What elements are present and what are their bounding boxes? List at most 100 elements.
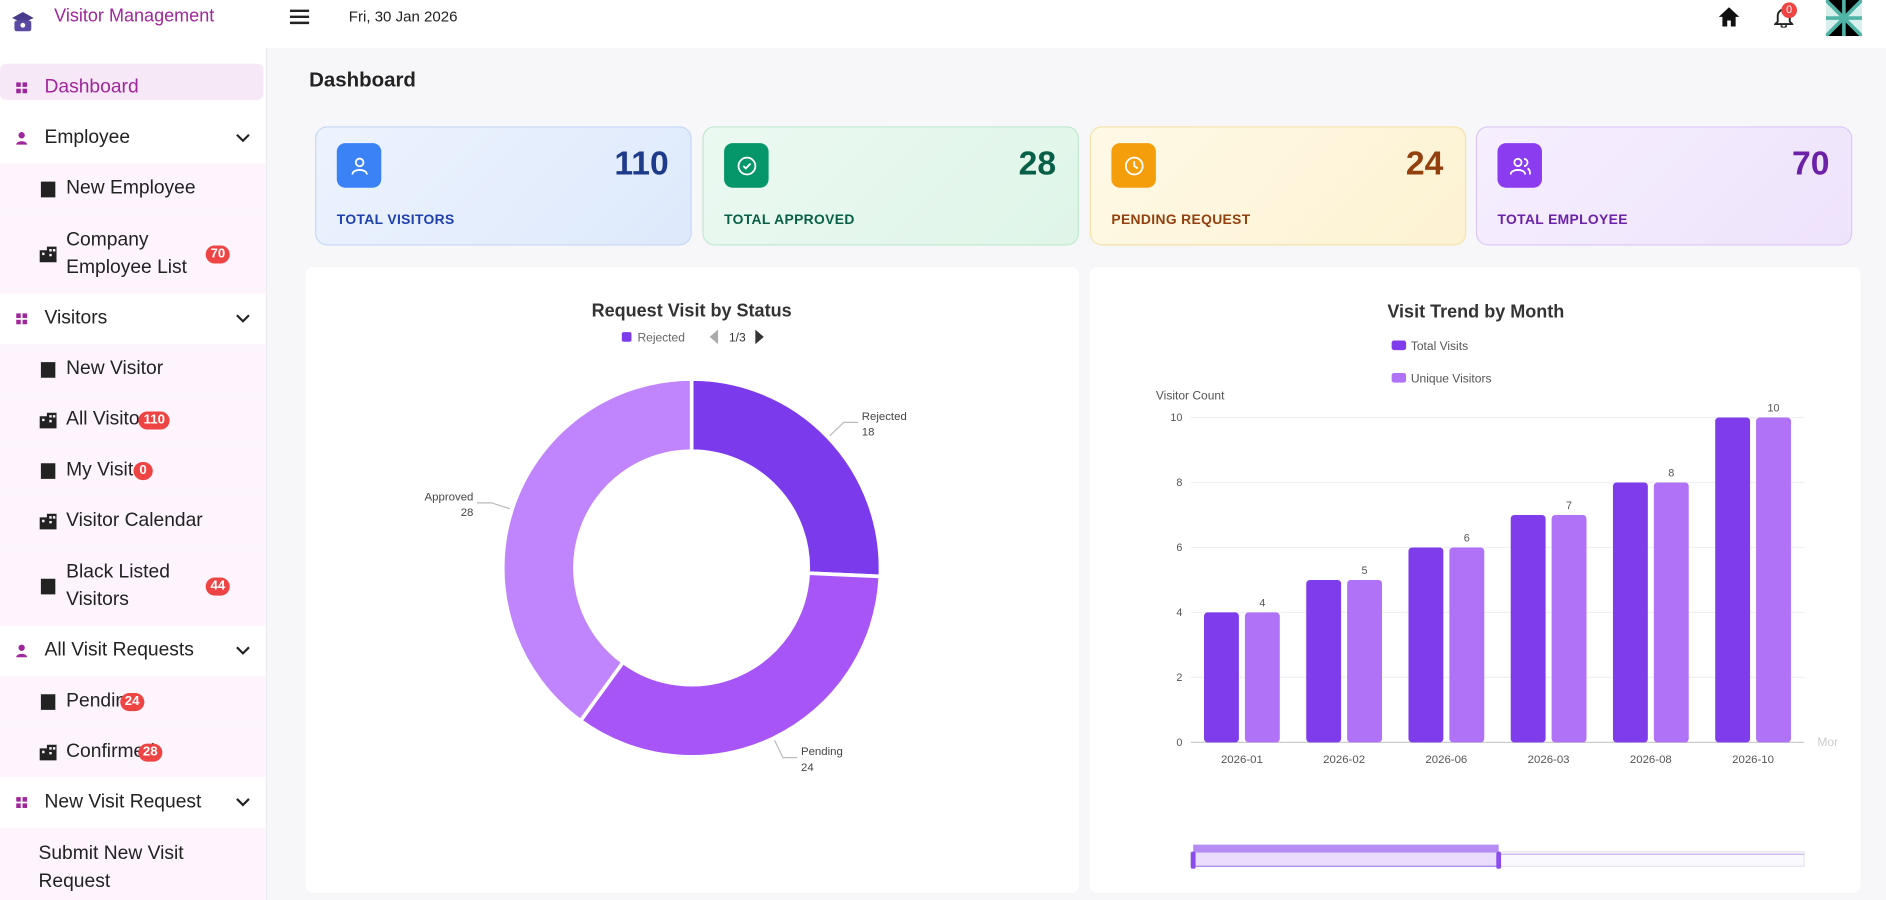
menu-item[interactable]: Dashboard [0, 63, 266, 114]
menu-icon [39, 513, 57, 530]
menu-item[interactable]: Visitors [0, 294, 266, 345]
menu-item[interactable]: Employee [0, 113, 266, 164]
bar [1653, 482, 1689, 743]
submenu-item[interactable]: Confirmed 28 [0, 726, 266, 778]
leader-line [774, 740, 798, 759]
legend-swatch [1391, 340, 1407, 351]
card-icon [336, 143, 382, 188]
submenu-item[interactable]: Pending 24 [0, 676, 266, 727]
menu-label: All Visit Requests [44, 640, 194, 661]
x-tick-label: 2026-10 [1732, 754, 1774, 766]
bar [1306, 579, 1342, 743]
count-badge: 44 [205, 576, 231, 595]
submenu-label: My Visitor [66, 459, 151, 481]
chevron[interactable] [236, 646, 250, 656]
chevron[interactable] [236, 798, 250, 808]
menu-label: New Visit Request [44, 792, 202, 813]
legend-label: Rejected [637, 331, 684, 345]
y-tick-label: 0 [1176, 737, 1182, 749]
menu-label: Visitors [44, 308, 108, 329]
bar [1204, 612, 1239, 743]
slice-value: 24 [801, 762, 814, 774]
data-label: 6 [1464, 532, 1470, 544]
stat-card: 70 TOTAL EMPLOYEE [1475, 126, 1853, 246]
submenu-label: Confirmed [66, 741, 155, 762]
clip-group: Month [1817, 735, 1837, 749]
submenu-item[interactable]: New Employee [0, 163, 266, 215]
count-badge: 28 [138, 742, 163, 762]
submenu-label: Pending [66, 690, 137, 712]
legend-label: Unique Visitors [1411, 372, 1492, 386]
menu-toggle[interactable] [289, 8, 310, 25]
brand: Visitor Management [54, 6, 215, 27]
submenu-label: New Visitor [66, 358, 164, 380]
donut-slice [578, 571, 883, 759]
data-label: 5 [1362, 565, 1368, 577]
leader-line [476, 502, 510, 510]
submenu-label: All Visitors [66, 409, 156, 430]
y-tick-label: 6 [1176, 542, 1182, 554]
avatar[interactable] [1825, 0, 1862, 37]
menu-label: Employee [44, 127, 131, 149]
chevron[interactable] [236, 133, 250, 144]
card-label: TOTAL APPROVED [724, 212, 855, 228]
card-glyph [737, 156, 756, 175]
submenu-item[interactable]: New Visitor [0, 344, 266, 395]
notification-badge: 0 [1781, 2, 1797, 19]
y-tick-label: 8 [1176, 477, 1182, 489]
submenu-label: Submit New Visit Request [38, 842, 184, 892]
submenu-item[interactable]: Company Employee List 70 [0, 214, 266, 294]
count-badge: 24 [119, 692, 145, 711]
stat-card: 110 TOTAL VISITORS [315, 126, 692, 246]
menu-icon [40, 578, 56, 595]
submenu-label: Visitor Calendar [66, 510, 203, 531]
count-badge: 0 [133, 461, 153, 480]
y-tick-label: 10 [1170, 412, 1182, 424]
count-badge: 110 [138, 410, 170, 429]
header: Visitor Management Fri, 30 Jan 2026 0 [0, 0, 1886, 49]
legend-prev[interactable] [709, 329, 719, 345]
bar [1551, 514, 1587, 743]
menu-icon [39, 744, 57, 761]
stat-card: 24 PENDING REQUEST [1089, 126, 1467, 246]
slice-label: Approved [425, 491, 474, 503]
card-icon [1111, 143, 1156, 188]
bar [1715, 417, 1751, 743]
bar [1244, 612, 1280, 743]
submenu-item[interactable]: My Visitor 0 [0, 445, 266, 496]
card-glyph [1124, 156, 1143, 175]
submenu-item[interactable]: Visitor Calendar [0, 495, 266, 547]
menu-icon [40, 181, 56, 198]
count-badge: 70 [205, 244, 231, 263]
bar [1408, 547, 1444, 743]
x-tick-label: 2026-08 [1630, 754, 1672, 766]
submenu-item[interactable]: Submit New Visit Request [0, 827, 266, 900]
home-icon[interactable] [1718, 6, 1741, 28]
submenu-item[interactable]: Black Listed Visitors 44 [0, 546, 266, 626]
slice-value: 18 [862, 427, 875, 439]
legend-page: 1/3 [729, 331, 746, 345]
data-label: 8 [1668, 467, 1674, 479]
card-value: 70 [1791, 144, 1830, 182]
panel [305, 267, 1079, 893]
menu-icon [40, 463, 56, 479]
leader-line [829, 421, 859, 437]
x-tick-label: 2026-02 [1323, 754, 1365, 766]
chevron[interactable] [236, 314, 250, 324]
bar [1612, 482, 1648, 743]
submenu-item[interactable]: All Visitors 110 [0, 394, 266, 446]
menu-item[interactable]: All Visit Requests [0, 626, 266, 677]
x-tick-label: 2026-01 [1221, 754, 1263, 766]
chart-title: Visit Trend by Month [1387, 302, 1564, 322]
zoom-slider[interactable] [1190, 844, 1805, 869]
slice-label: Pending [801, 746, 843, 758]
donut-slice [689, 377, 883, 579]
card-value: 28 [1018, 144, 1057, 182]
menu-item[interactable]: New Visit Request [0, 777, 266, 828]
menu-icon [40, 694, 56, 710]
page-title: Dashboard [309, 68, 416, 92]
legend-swatch [1391, 372, 1407, 383]
date: Fri, 30 Jan 2026 [348, 8, 458, 26]
legend-next[interactable] [755, 329, 764, 345]
